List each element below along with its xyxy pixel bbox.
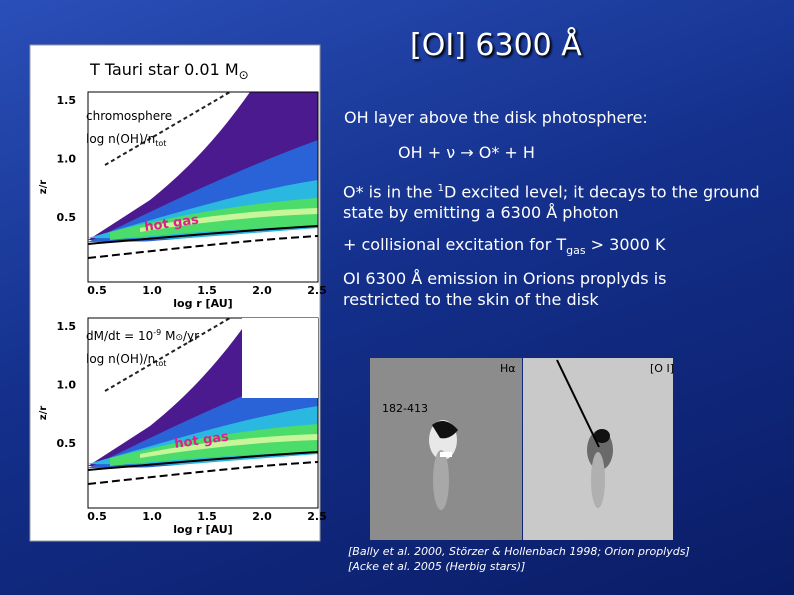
x-tick-label: 1.0 (142, 284, 162, 297)
reaction: OH + ν → O* + H (398, 143, 535, 162)
image-label: [O I] (650, 362, 674, 375)
y-tick-label: 1.0 (57, 153, 77, 166)
references: [Bally et al. 2000, Störzer & Hollenbach… (348, 544, 690, 574)
x-tick-label: 1.5 (197, 510, 217, 523)
x-tick-label: 0.5 (87, 284, 107, 297)
x-tick-label: 2.0 (252, 510, 272, 523)
x-tick-label: 2.0 (252, 284, 272, 297)
reference: [Acke et al. 2005 (Herbig stars)] (348, 560, 526, 573)
plot-region (242, 318, 318, 398)
image-label: 182-413 (382, 402, 428, 415)
y-tick-label: 1.5 (57, 320, 77, 333)
y-tick-label: 0.5 (57, 437, 77, 450)
y-tick-label: 1.0 (57, 379, 77, 392)
y-tick-label: 1.5 (57, 94, 77, 107)
x-tick-label: 1.5 (197, 284, 217, 297)
text-line: OH layer above the disk photosphere: (344, 108, 648, 127)
x-axis-label: log r [AU] (173, 297, 232, 310)
text-line: + collisional excitation for Tgas > 3000… (343, 235, 666, 258)
plot-label: chromosphere (86, 109, 172, 123)
plot-label: log n(OH)/ntot (86, 352, 166, 368)
plot-label: log n(OH)/ntot (86, 132, 166, 148)
x-tick-label: 2.5 (307, 284, 327, 297)
x-tick-label: 1.0 (142, 510, 162, 523)
reference: [Bally et al. 2000, Störzer & Hollenbach… (348, 545, 690, 558)
plot-label: dM/dt = 10-9 M⊙/yr (86, 328, 199, 343)
text-line: O* is in the 1D excited level; it decays… (343, 182, 760, 223)
text-line: OI 6300 Å emission in Orions proplyds is… (343, 269, 667, 309)
x-tick-label: 2.5 (307, 510, 327, 523)
x-tick-label: 0.5 (87, 510, 107, 523)
y-tick-label: 0.5 (57, 211, 77, 224)
panel-title: T Tauri star 0.01 M⊙ (89, 60, 249, 82)
y-axis-label: z/r (38, 180, 49, 194)
proplyd-image: Hα 182-413 [O I] (370, 358, 674, 540)
y-axis-label: z/r (38, 406, 49, 420)
plot-ticks: 1.5 1.0 0.5 0.5 1.0 1.5 2.0 2.5 log r [AU] z/r 1.5… (38, 94, 327, 536)
slide-title: [OI] 6300 Å (410, 28, 582, 63)
image-label: Hα (500, 362, 516, 375)
x-axis-label: log r [AU] (173, 523, 232, 536)
